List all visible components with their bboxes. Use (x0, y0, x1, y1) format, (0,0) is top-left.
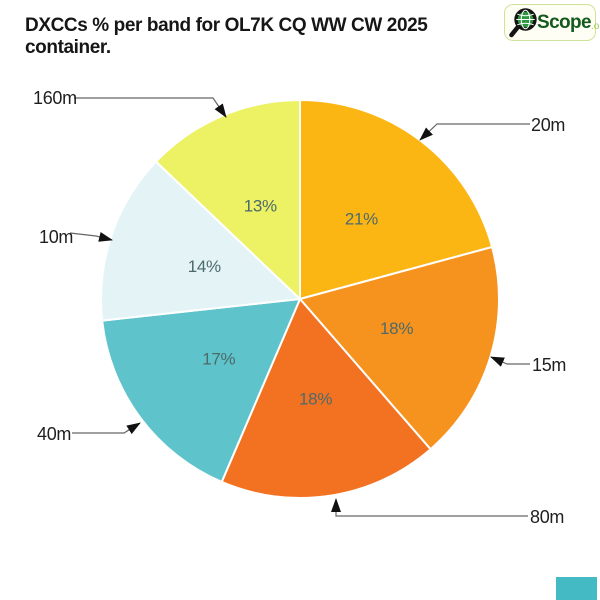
callout-line-40m (72, 422, 141, 435)
logo-text: Scope (537, 11, 592, 33)
pct-label-40m: 17% (202, 350, 235, 369)
pie-slice-80m[interactable] (220, 298, 432, 499)
pct-label-15m: 18% (380, 319, 413, 338)
corner-mark (556, 577, 597, 600)
pct-label-80m: 18% (299, 389, 332, 408)
magnifier-globe-icon (509, 7, 537, 37)
chart-title: DXCCs % per band for OL7K CQ WW CW 2025 … (25, 15, 428, 58)
callout-line-20m (419, 123, 530, 141)
callout-line-80m (331, 498, 528, 517)
callout-line-160m (74, 97, 227, 118)
band-label-10m: 10m (39, 227, 73, 247)
band-label-40m: 40m (37, 424, 71, 444)
pie-slice-20m[interactable] (299, 99, 494, 300)
band-label-20m: 20m (531, 115, 565, 135)
band-label-15m: 15m (532, 355, 566, 375)
pct-label-10m: 14% (188, 257, 221, 276)
pie-slice-40m[interactable] (101, 298, 301, 483)
pct-label-160m: 13% (244, 197, 277, 216)
callout-line-10m (69, 231, 113, 242)
logo-suffix: .org (591, 21, 600, 32)
band-label-80m: 80m (530, 507, 564, 527)
qscope-logo[interactable]: Scope .org (504, 4, 600, 41)
band-label-160m: 160m (33, 88, 77, 108)
callout-line-15m (490, 356, 530, 367)
pct-label-20m: 21% (345, 209, 378, 228)
